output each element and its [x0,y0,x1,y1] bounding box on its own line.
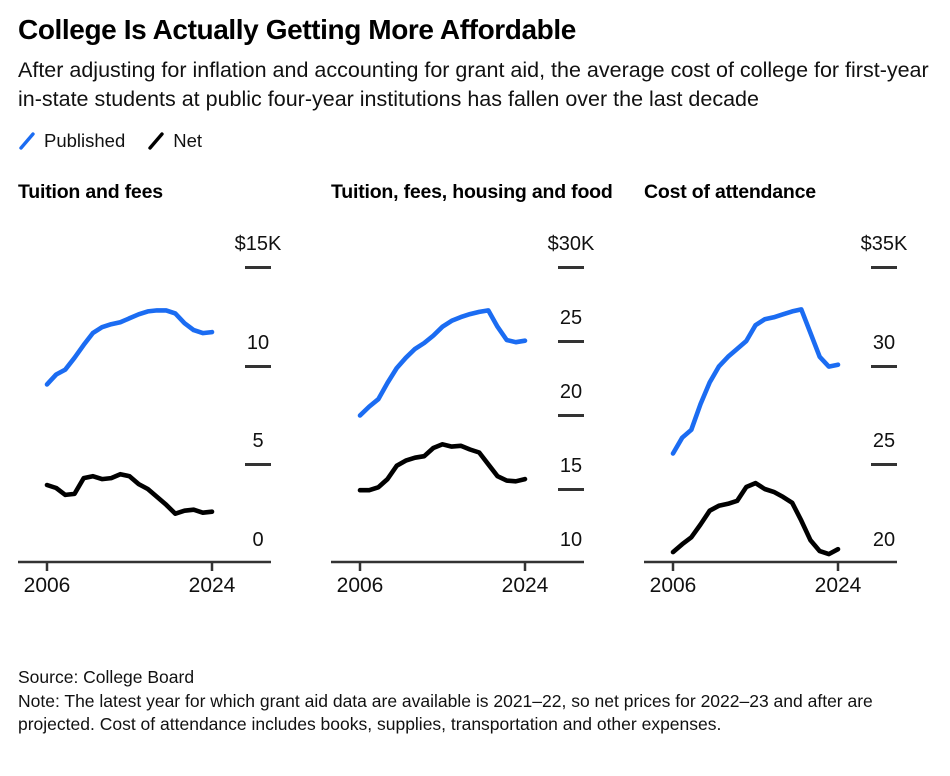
legend-item-net: Net [147,130,202,152]
chart-title: Cost of attendance [644,181,816,203]
footer: Source: College Board Note: The latest y… [18,666,932,737]
y-tick-label: 20 [559,381,583,403]
y-tick-dash [245,364,271,368]
y-tick-dash [245,266,271,269]
legend-label-published: Published [44,130,126,151]
x-tick-label: 2006 [23,574,71,597]
legend-label-net: Net [173,130,203,151]
page-title: College Is Actually Getting More Afforda… [18,14,576,45]
x-tick-label: 2006 [649,574,697,597]
published-line-swatch-icon [19,132,35,150]
y-tick-dash [558,340,584,343]
chart-tuition-fees-housing-food: Tuition, fees, housing and food 10 15 20 25… [331,180,631,608]
line-plot [644,307,897,571]
y-tick-label: 5 [252,430,264,453]
line-plot [331,308,584,571]
line-plot [18,308,271,571]
y-tick-label: 15 [559,455,583,477]
y-tick-label: 30 [872,331,896,354]
x-tick-label: 2024 [188,574,236,597]
source-note: Source: College Board [18,667,195,687]
y-tick-label: 10 [559,529,583,551]
chart-title: Tuition and fees [18,181,163,203]
y-tick-dash [558,266,584,269]
chart-plot-area: 0 5 10 $15K 2006 2024 [18,233,318,608]
x-tick-label: 2024 [814,574,862,597]
y-tick-dash [871,266,897,269]
chart-title: Tuition, fees, housing and food [331,181,613,203]
published-line [670,307,841,456]
chart-plot-area: 10 15 20 25 $30K 2006 2024 [331,233,631,608]
chart-plot-area: 20 25 30 $35K 2006 2024 [644,233,944,608]
y-tick-dash [871,463,897,467]
net-line [44,471,215,517]
y-tick-label: 25 [872,430,896,453]
subtitle: After adjusting for inflation and accoun… [18,58,929,111]
y-tick-dash [871,364,897,368]
y-tick-dash [558,488,584,491]
chart-cost-of-attendance: Cost of attendance 20 25 30 $35K 2006 2024 [644,180,944,608]
chart-tuition-and-fees: Tuition and fees 0 5 10 $15K 2006 2024 [18,180,318,608]
y-tick-label: $30K [547,233,595,255]
y-tick-label: $15K [234,233,282,255]
y-tick-label: 0 [252,529,264,551]
legend-item-published: Published [18,130,125,152]
y-tick-dash [245,463,271,467]
legend: Published Net [18,128,932,154]
methodology-note: Note: The latest year for which grant ai… [18,690,873,735]
y-tick-label: 20 [872,529,896,551]
small-multiples: Tuition and fees 0 5 10 $15K 2006 2024 Tuiti… [18,180,932,608]
x-tick-label: 2024 [501,574,549,597]
net-line-swatch-icon [148,132,164,150]
figure: College Is Actually Getting More Afforda… [18,14,932,737]
published-line [357,308,528,418]
published-line [44,308,215,387]
y-tick-dash [558,414,584,417]
net-line [670,480,841,557]
net-line [357,442,528,493]
x-tick-label: 2006 [336,574,384,597]
y-tick-label: $35K [860,233,908,255]
y-tick-label: 25 [559,307,583,329]
y-tick-label: 10 [246,331,270,354]
